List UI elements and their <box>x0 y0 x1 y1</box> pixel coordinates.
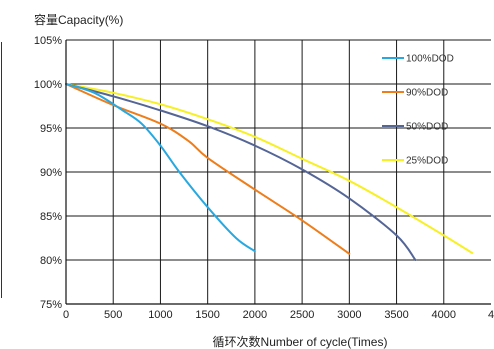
series-line-25-dod <box>65 83 474 254</box>
legend-label-100-dod: 100%DOD <box>406 54 454 65</box>
y-tick-label: 85% <box>40 211 62 223</box>
x-tick-label: 3000 <box>337 309 361 321</box>
series-line-100-dod <box>65 83 256 253</box>
y-axis-title: 容量Capacity(%) <box>34 12 123 27</box>
x-tick-label: 1500 <box>195 309 219 321</box>
legend: 100%DOD 90%DOD 50%DOD 25%DOD <box>382 54 454 167</box>
series-lines <box>65 83 474 261</box>
x-tick-label: 2000 <box>243 309 267 321</box>
left-border-line <box>1 42 2 298</box>
y-tick-label: 100% <box>34 79 62 91</box>
y-tick-label: 80% <box>40 255 62 267</box>
series-line-50-dod <box>65 83 417 261</box>
y-tick-label: 95% <box>40 123 62 135</box>
grid-lines <box>66 39 491 304</box>
legend-label-90-dod: 90%DOD <box>406 88 448 99</box>
x-tick-label: 4 <box>488 309 494 321</box>
y-tick-label: 90% <box>40 167 62 179</box>
x-tick-label: 3500 <box>384 309 408 321</box>
axes <box>65 40 491 305</box>
x-tick-label: 500 <box>104 309 122 321</box>
x-tick-label: 1000 <box>148 309 172 321</box>
y-tick-label: 75% <box>40 299 62 311</box>
tick-labels: 75% 80% 85% 90% 95% 100% 105% 0 500 1000 1500 2000 2… <box>34 35 494 321</box>
legend-label-25-dod: 25%DOD <box>406 156 448 167</box>
x-tick-label: 4000 <box>432 309 456 321</box>
y-tick-label: 105% <box>34 35 62 47</box>
x-axis-title: 循环次数Number of cycle(Times) <box>213 334 388 349</box>
x-tick-label: 0 <box>63 309 69 321</box>
legend-label-50-dod: 50%DOD <box>406 122 448 133</box>
x-tick-label: 2500 <box>290 309 314 321</box>
